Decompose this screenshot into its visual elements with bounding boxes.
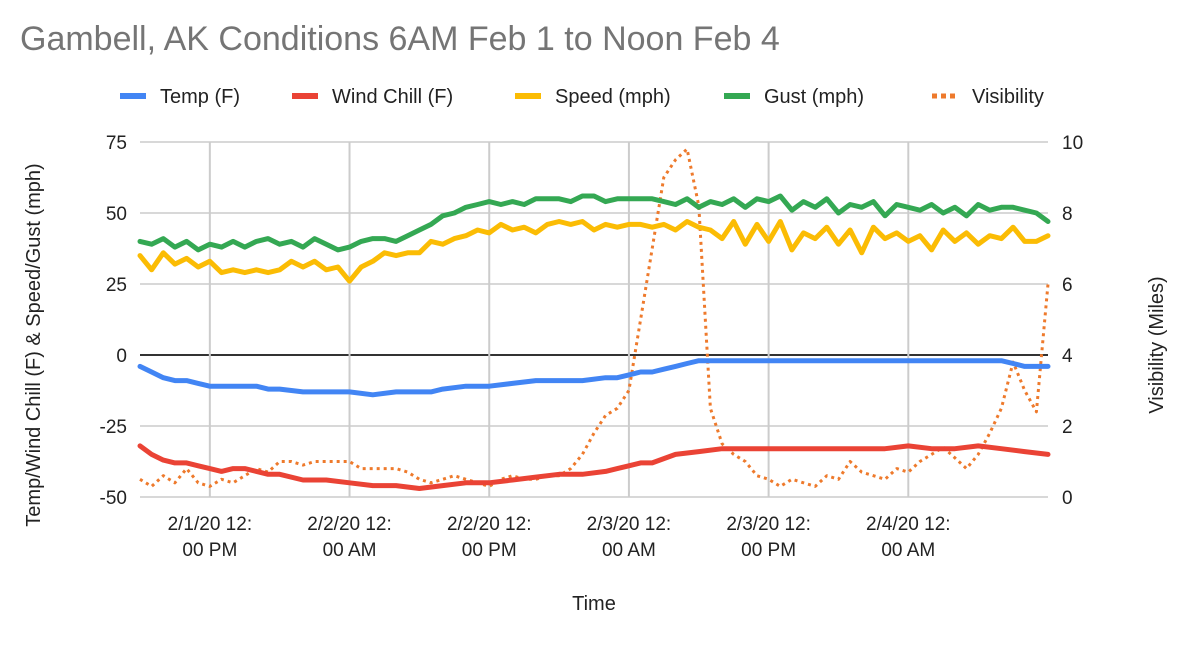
x-tick-label: 2/1/20 12: (168, 514, 253, 535)
y2-tick-label: 4 (1062, 346, 1073, 367)
x-tick-label: 00 AM (323, 540, 377, 561)
x-tick-label: 00 PM (182, 540, 237, 561)
y-tick-label: -50 (100, 488, 127, 509)
x-axis-title: Time (572, 593, 616, 615)
x-tick-label: 2/3/20 12: (726, 514, 811, 535)
axes: -50 -25 0 25 50 75 0 2 4 6 8 10 2/1/20 12: 00 PM 2/2/2… (100, 133, 1084, 561)
series-layer (137, 147, 1051, 491)
x-tick-label: 2/2/20 12: (447, 514, 532, 535)
y2-tick-label: 2 (1062, 417, 1073, 438)
legend-label: Visibility (972, 86, 1044, 108)
legend: Temp (F) Wind Chill (F) Speed (mph) Gust (m… (120, 86, 1044, 108)
y2-tick-label: 0 (1062, 488, 1073, 509)
legend-label: Speed (mph) (555, 86, 671, 108)
y-tick-label: 25 (106, 275, 127, 296)
y-tick-label: 0 (116, 346, 127, 367)
series-line-speed-mph (137, 219, 1051, 284)
x-tick-label: 00 PM (462, 540, 517, 561)
y-tick-label: -25 (100, 417, 127, 438)
legend-label: Gust (mph) (764, 86, 864, 108)
series-line-wind-chill-f (137, 443, 1051, 491)
x-tick-label: 00 AM (602, 540, 656, 561)
series-line-gust-mph (137, 193, 1051, 253)
chart-title: Gambell, AK Conditions 6AM Feb 1 to Noon… (20, 20, 780, 58)
series-line-visibility (139, 147, 1050, 488)
y-axis-title: Temp/Wind Chill (F) & Speed/Gust (mph) (23, 163, 45, 526)
x-tick-label: 2/4/20 12: (866, 514, 951, 535)
y2-tick-label: 10 (1062, 133, 1083, 154)
y-tick-label: 50 (106, 204, 127, 225)
y-tick-label: 75 (106, 133, 127, 154)
y2-tick-label: 8 (1062, 204, 1073, 225)
y2-tick-label: 6 (1062, 275, 1073, 296)
x-tick-label: 2/3/20 12: (587, 514, 672, 535)
series-line-temp-f (137, 358, 1051, 398)
y2-axis-title: Visibility (Miles) (1146, 276, 1168, 413)
x-tick-label: 00 PM (741, 540, 796, 561)
x-tick-label: 2/2/20 12: (307, 514, 392, 535)
x-tick-label: 00 AM (881, 540, 935, 561)
legend-label: Temp (F) (160, 86, 240, 108)
legend-label: Wind Chill (F) (332, 86, 453, 108)
